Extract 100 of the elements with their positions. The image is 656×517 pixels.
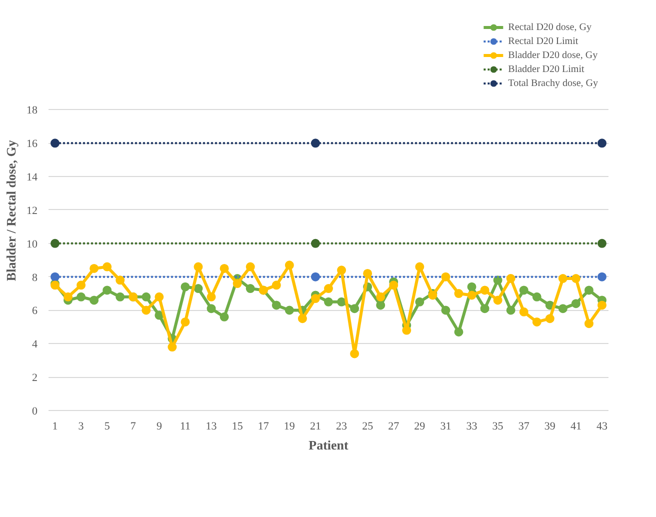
point <box>272 300 281 310</box>
point <box>206 304 216 314</box>
point <box>76 280 86 290</box>
point <box>310 294 320 304</box>
point <box>415 297 424 306</box>
point <box>350 349 360 358</box>
point <box>272 280 281 290</box>
x-tick-label: 27 <box>388 420 400 432</box>
point <box>298 314 307 324</box>
y-tick-label: 2 <box>32 372 38 384</box>
point <box>310 272 320 282</box>
point <box>415 262 424 272</box>
point <box>310 138 320 148</box>
point <box>206 292 216 302</box>
point <box>220 312 229 322</box>
point <box>597 238 606 248</box>
x-tick-label: 39 <box>544 420 556 432</box>
x-tick-label: 43 <box>596 420 608 432</box>
point <box>324 297 333 306</box>
point <box>337 266 346 275</box>
point <box>220 264 229 273</box>
point <box>454 289 464 298</box>
point <box>310 238 320 248</box>
x-tick-label: 25 <box>362 420 374 432</box>
x-tick-label: 37 <box>518 420 530 432</box>
legend-label: Bladder D20 Limit <box>508 62 584 76</box>
x-tick-label: 19 <box>284 420 296 432</box>
point <box>246 284 255 294</box>
point <box>571 299 580 308</box>
point <box>597 272 606 282</box>
point <box>532 292 542 302</box>
point <box>116 276 125 285</box>
x-tick-label: 7 <box>130 420 136 432</box>
point <box>441 306 450 315</box>
point <box>363 269 372 278</box>
x-tick-label: 33 <box>466 420 478 432</box>
legend-label: Rectal D20 Limit <box>508 34 578 48</box>
x-tick-label: 3 <box>78 420 84 432</box>
x-axis-title: Patient <box>308 438 350 452</box>
point <box>50 272 60 282</box>
point <box>168 342 177 352</box>
y-tick-label: 0 <box>32 406 38 418</box>
y-tick-label: 12 <box>26 205 38 217</box>
point <box>597 300 606 310</box>
point <box>441 272 450 282</box>
x-tick-label: 1 <box>52 420 58 432</box>
point <box>506 306 516 315</box>
point <box>493 296 502 305</box>
point <box>454 327 464 336</box>
y-tick-label: 18 <box>26 104 38 117</box>
point <box>90 296 99 305</box>
point <box>284 306 294 315</box>
point <box>64 292 73 302</box>
point <box>389 280 398 290</box>
point <box>116 292 125 302</box>
point <box>102 286 112 295</box>
point <box>376 300 386 310</box>
point <box>154 292 164 302</box>
legend-label: Rectal D20 dose, Gy <box>508 20 592 34</box>
x-tick-label: 13 <box>206 420 218 432</box>
point <box>545 314 554 324</box>
point <box>480 304 490 314</box>
point <box>480 286 490 295</box>
point <box>402 326 412 335</box>
point <box>597 138 606 148</box>
point <box>506 274 516 283</box>
point <box>180 282 190 292</box>
point <box>376 292 386 302</box>
point <box>558 274 568 283</box>
y-tick-label: 6 <box>32 305 38 318</box>
point <box>284 260 294 270</box>
y-tick-label: 8 <box>32 272 38 284</box>
y-tick-label: 4 <box>32 338 38 351</box>
y-tick-label: 10 <box>26 238 38 250</box>
x-tick-label: 21 <box>310 420 321 432</box>
point <box>519 286 528 295</box>
point <box>194 262 203 272</box>
point <box>246 262 255 272</box>
point <box>350 304 360 314</box>
x-tick-label: 35 <box>492 420 504 432</box>
point <box>571 274 580 283</box>
point <box>532 317 542 326</box>
x-tick-label: 5 <box>104 420 110 432</box>
point <box>519 307 528 316</box>
y-tick-label: 16 <box>26 138 38 150</box>
point <box>584 286 594 295</box>
point <box>50 238 60 248</box>
point <box>467 282 476 292</box>
point <box>584 319 594 328</box>
point <box>142 306 151 315</box>
x-tick-label: 11 <box>180 420 191 432</box>
x-tick-label: 17 <box>258 420 270 432</box>
point <box>180 317 190 326</box>
point <box>142 292 151 302</box>
point <box>90 264 99 273</box>
point <box>76 292 86 302</box>
x-tick-label: 15 <box>232 420 244 432</box>
legend-label: Bladder D20 dose, Gy <box>508 48 598 62</box>
x-tick-label: 31 <box>440 420 452 432</box>
x-tick-label: 41 <box>570 420 582 432</box>
